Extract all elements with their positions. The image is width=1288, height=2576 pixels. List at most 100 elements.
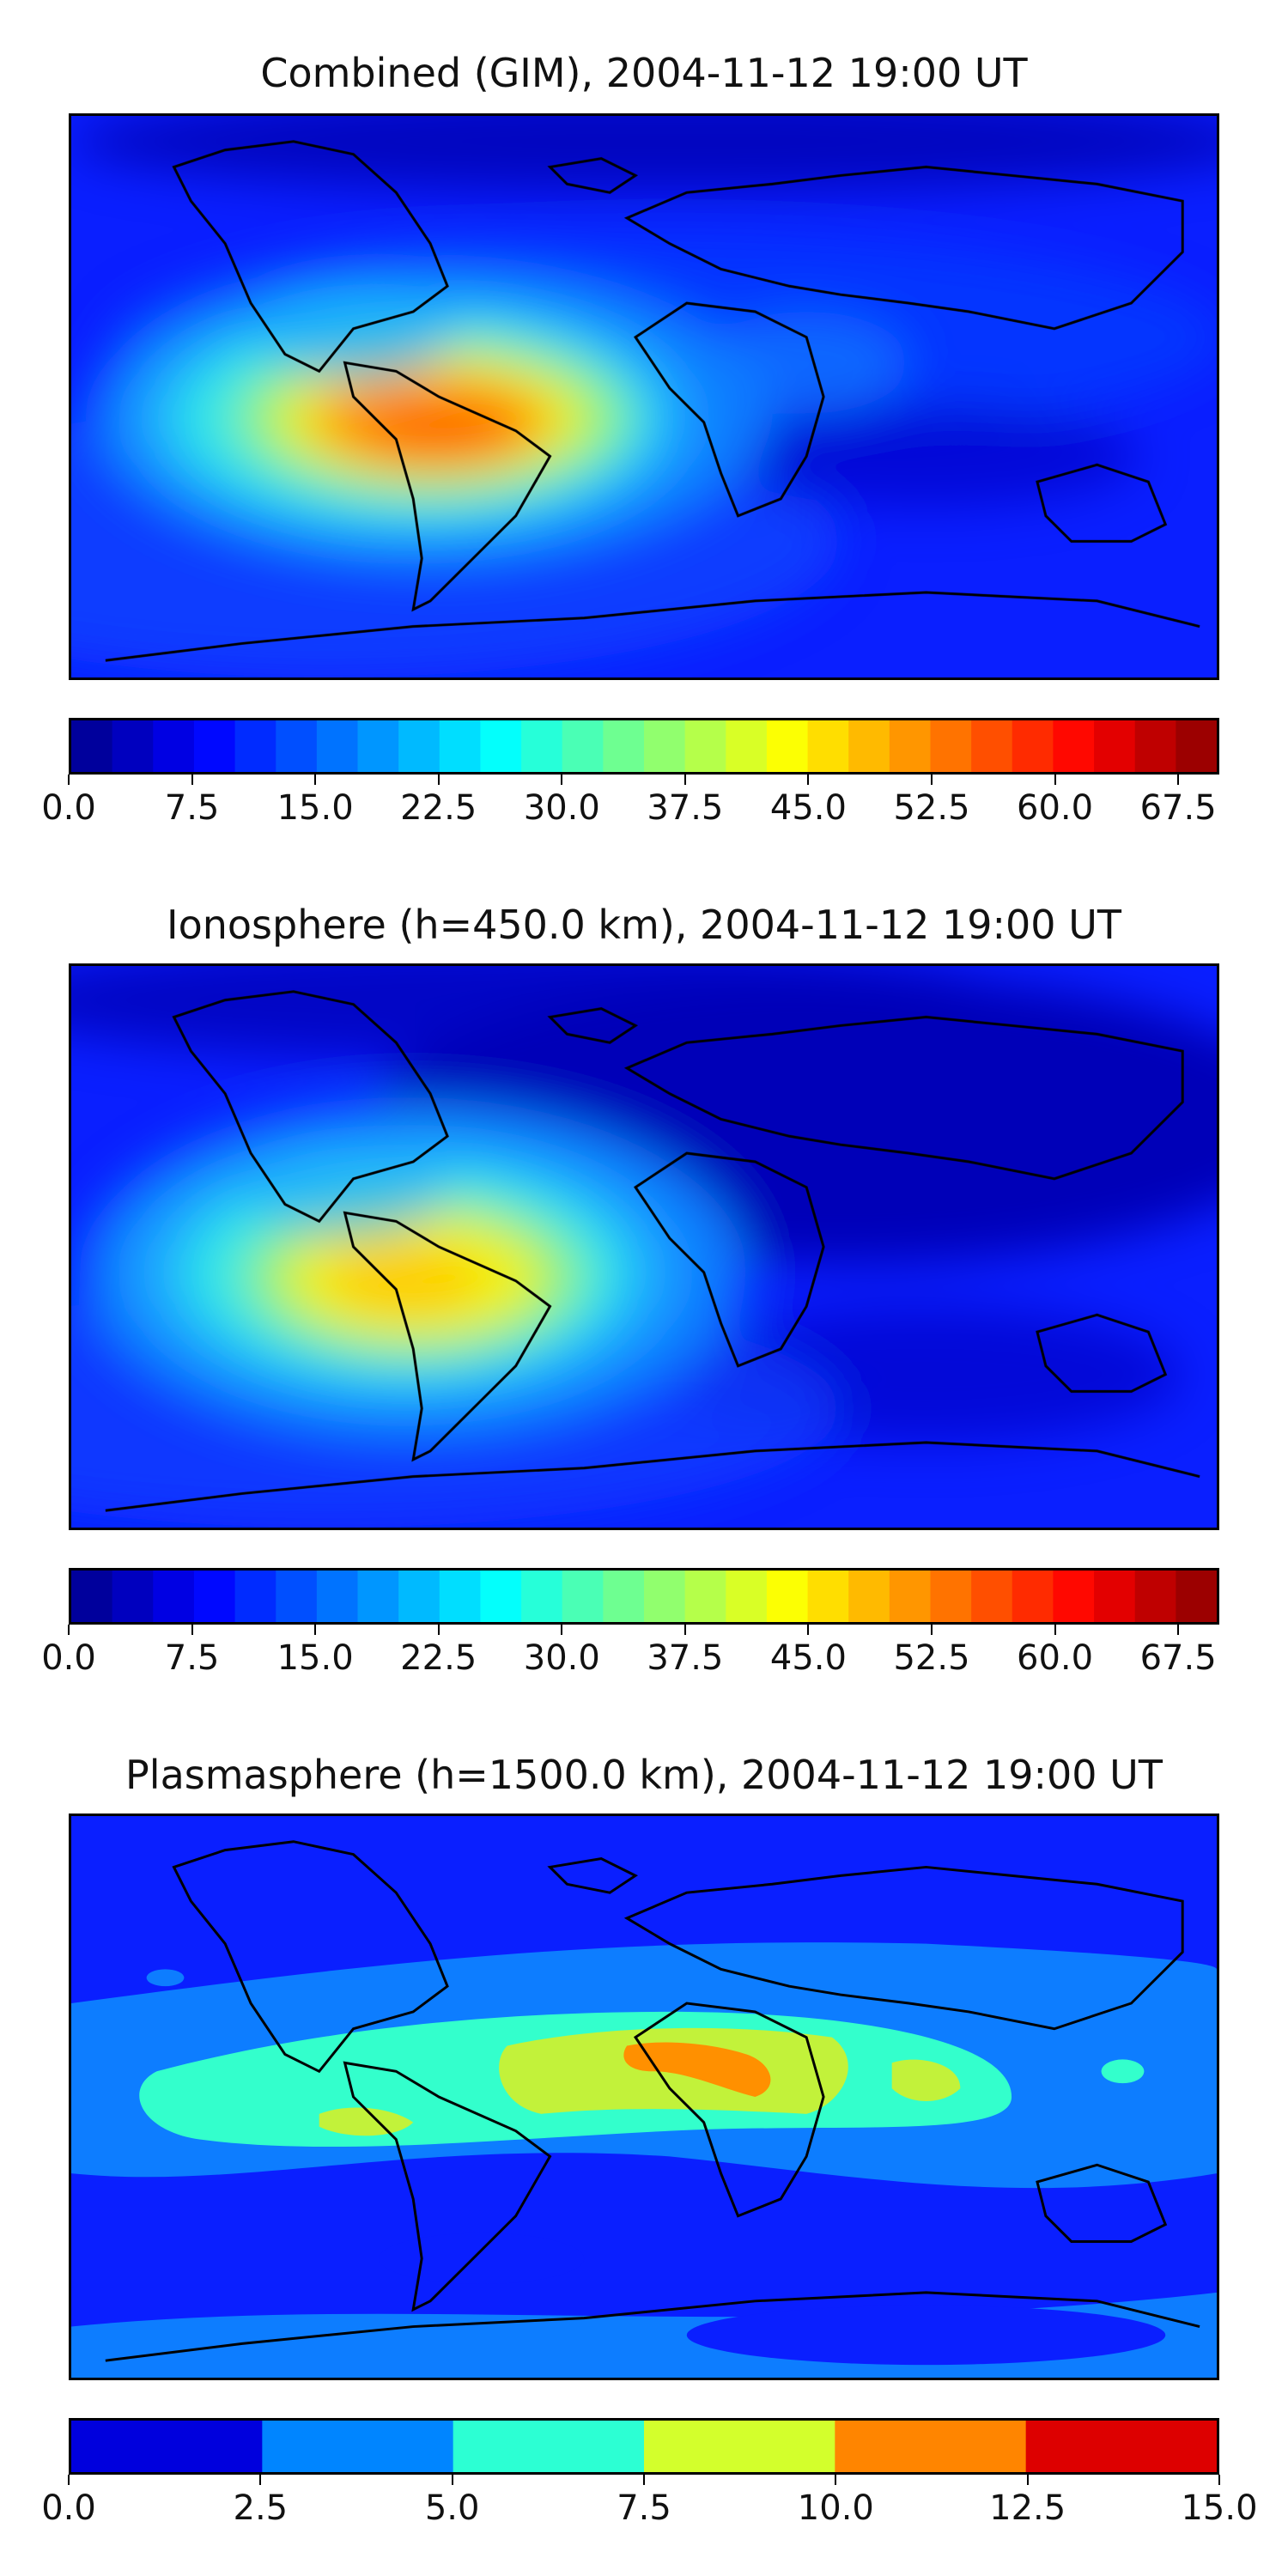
- colorbar-swatch: [562, 720, 604, 772]
- colorbar-tick-mark: [437, 1625, 440, 1635]
- chart-title-plasmasphere: Plasmasphere (h=1500.0 km), 2004-11-12 1…: [125, 1752, 1163, 1798]
- colorbar-swatch: [971, 720, 1013, 772]
- colorbar-tick-label: 45.0: [769, 788, 847, 828]
- colorbar-swatch: [726, 1571, 768, 1622]
- colorbar-tick-mark: [683, 775, 686, 785]
- colorbar-swatch: [930, 1571, 972, 1622]
- colorbar-swatch: [848, 1571, 890, 1622]
- continent-outlines: [105, 1840, 1200, 2362]
- colorbar-ionosphere-ticks: 0.0 7.5 15.0 22.5 30.0 37.5 45.0 52.5 60.0 67.5: [41, 1625, 1219, 1678]
- colorbar-swatch: [398, 720, 440, 772]
- colorbar-swatch: [1053, 720, 1095, 772]
- colorbar-swatch: [439, 720, 482, 772]
- colorbar-swatch: [1012, 1571, 1054, 1622]
- colorbar-swatch: [357, 720, 399, 772]
- colorbar-swatch: [234, 720, 276, 772]
- colorbar-plasmasphere-ticks: 0.0 2.5 5.0 7.5 10.0 12.5 15.0: [41, 2475, 1258, 2528]
- colorbar-swatch: [971, 1571, 1013, 1622]
- colorbar-swatch: [1012, 720, 1054, 772]
- colorbar-swatch: [807, 720, 849, 772]
- colorbar-tick-mark: [451, 2475, 453, 2485]
- colorbar-swatch: [262, 2421, 454, 2472]
- colorbar-swatch: [71, 2421, 263, 2472]
- colorbar-tick-mark: [835, 2475, 837, 2485]
- colorbar-swatch: [644, 2421, 835, 2472]
- colorbar-tick-label: 10.0: [797, 2488, 874, 2528]
- colorbar-tick-mark: [561, 775, 563, 785]
- colorbar-tick-mark: [1218, 2475, 1220, 2485]
- colorbar-tick-mark: [314, 775, 317, 785]
- colorbar-tick-label: 15.0: [1181, 2488, 1258, 2528]
- colorbar-tick-mark: [1177, 775, 1180, 785]
- colorbar-swatch: [276, 720, 318, 772]
- colorbar-swatch: [480, 1571, 522, 1622]
- colorbar-swatch: [889, 720, 932, 772]
- map-ionosphere: [69, 963, 1219, 1530]
- colorbar-tick-mark: [931, 775, 933, 785]
- colorbar-swatch: [1176, 720, 1217, 772]
- colorbar-tick-label: 7.5: [164, 788, 220, 828]
- continent-outlines: [105, 140, 1200, 662]
- colorbar-swatch: [453, 2421, 645, 2472]
- colorbar-tick-label: 45.0: [769, 1638, 847, 1678]
- colorbar-ionosphere: [69, 1568, 1219, 1625]
- colorbar-swatch: [112, 1571, 154, 1622]
- colorbar-tick-label: 15.0: [276, 1638, 354, 1678]
- colorbar-swatch: [1025, 2421, 1217, 2472]
- colorbar-swatch: [807, 1571, 849, 1622]
- colorbar-swatch: [766, 720, 809, 772]
- colorbar-tick-label: 30.0: [523, 788, 600, 828]
- colorbar-swatch: [603, 1571, 645, 1622]
- colorbar-tick-label: 52.5: [893, 1638, 970, 1678]
- colorbar-tick-label: 22.5: [400, 788, 477, 828]
- colorbar-swatch: [234, 1571, 276, 1622]
- colorbar-tick-mark: [437, 775, 440, 785]
- colorbar-swatch: [439, 1571, 482, 1622]
- colorbar-swatch: [71, 720, 113, 772]
- colorbar-swatch: [930, 720, 972, 772]
- colorbar-tick-label: 60.0: [1017, 788, 1094, 828]
- colorbar-swatch: [889, 1571, 932, 1622]
- colorbar-tick-label: 0.0: [41, 2488, 96, 2528]
- colorbar-tick-mark: [1177, 1625, 1180, 1635]
- colorbar-swatch: [684, 1571, 726, 1622]
- colorbar-swatch: [276, 1571, 318, 1622]
- colorbar-tick-mark: [191, 1625, 193, 1635]
- colorbar-tick-mark: [191, 775, 193, 785]
- colorbar-tick-label: 15.0: [276, 788, 354, 828]
- colorbar-tick-label: 37.5: [647, 1638, 724, 1678]
- colorbar-tick-mark: [683, 1625, 686, 1635]
- colorbar-tick-label: 52.5: [893, 788, 970, 828]
- colorbar-swatch: [644, 720, 686, 772]
- heatmap-plasmasphere: [71, 1816, 1217, 2378]
- colorbar-tick-label: 0.0: [41, 1638, 96, 1678]
- colorbar-tick-mark: [68, 775, 70, 785]
- colorbar-swatch: [193, 720, 236, 772]
- colorbar-swatch: [603, 720, 645, 772]
- colorbar-combined-ticks: 0.0 7.5 15.0 22.5 30.0 37.5 45.0 52.5 60.0 67.5: [41, 775, 1219, 828]
- heatmap-ionosphere: [71, 966, 1217, 1528]
- colorbar-tick-mark: [807, 1625, 810, 1635]
- colorbar-tick-label: 60.0: [1017, 1638, 1094, 1678]
- heatmap-combined: [71, 116, 1217, 677]
- colorbar-swatch: [1094, 720, 1136, 772]
- colorbar-swatch: [1176, 1571, 1217, 1622]
- colorbar-tick-mark: [561, 1625, 563, 1635]
- chart-title-ionosphere: Ionosphere (h=450.0 km), 2004-11-12 19:0…: [167, 902, 1121, 948]
- colorbar-combined: [69, 718, 1219, 775]
- colorbar-tick-label: 37.5: [647, 788, 724, 828]
- colorbar-swatch: [193, 1571, 236, 1622]
- colorbar-swatch: [521, 720, 563, 772]
- colorbar-plasmasphere: [69, 2418, 1219, 2475]
- colorbar-swatch: [1094, 1571, 1136, 1622]
- colorbar-swatch: [848, 720, 890, 772]
- colorbar-tick-mark: [1026, 2475, 1029, 2485]
- colorbar-tick-mark: [259, 2475, 262, 2485]
- continent-outlines: [105, 990, 1200, 1512]
- colorbar-swatch: [480, 720, 522, 772]
- colorbar-tick-mark: [1054, 1625, 1056, 1635]
- colorbar-tick-mark: [314, 1625, 317, 1635]
- colorbar-plasmasphere-swatches: [71, 2421, 1217, 2472]
- colorbar-tick-label: 67.5: [1139, 788, 1217, 828]
- colorbar-swatch: [71, 1571, 113, 1622]
